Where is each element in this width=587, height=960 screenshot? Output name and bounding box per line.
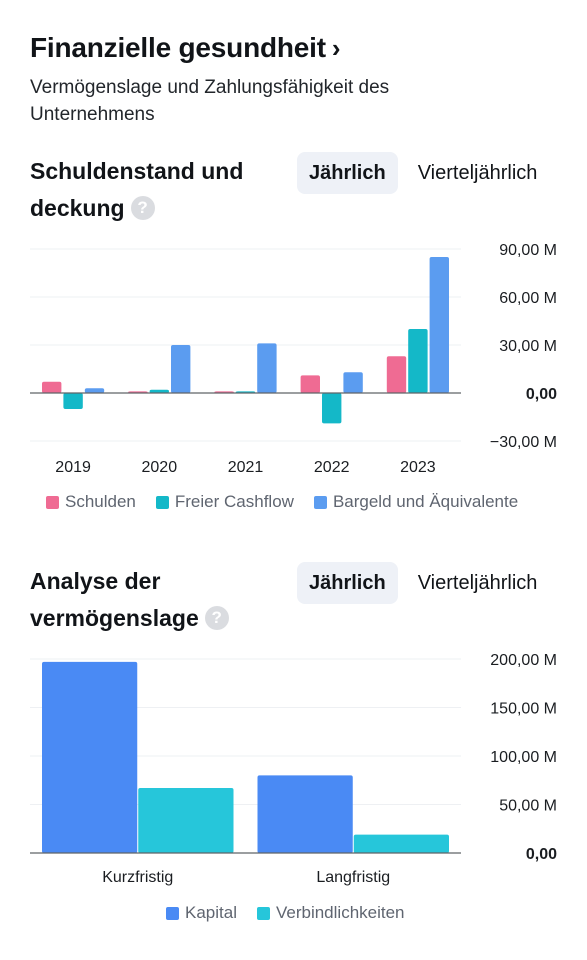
x-tick-label: 2021 [228,459,264,475]
page-title-text: Finanzielle gesundheit [30,32,326,63]
assets-section-title-text: Analyse der vermögenslage [30,568,199,631]
bar-bargeld-und-äquivalente-2019 [84,388,105,393]
y-tick-label: 60,00 M [499,290,557,307]
x-tick-label: Kurzfristig [102,869,173,886]
bar-verbindlichkeiten-kurzfristig [138,788,234,853]
bar-kapital-langfristig [257,775,353,853]
x-tick-label: Langfristig [316,869,390,886]
assets-period-toggle: Jährlich Vierteljährlich [297,562,549,604]
legend-item-kapital[interactable]: Kapital [166,903,237,923]
bar-bargeld-und-äquivalente-2022 [343,372,363,393]
y-tick-label: −30,00 M [490,434,557,451]
y-tick-label: 50,00 M [499,798,557,815]
bar-bargeld-und-äquivalente-2021 [257,343,277,393]
bar-freier-cashflow-2023 [408,329,428,393]
legend-item-freier-cashflow[interactable]: Freier Cashflow [155,492,294,512]
help-icon[interactable]: ? [130,195,155,220]
bar-freier-cashflow-2022 [322,393,342,424]
tab-annual[interactable]: Jährlich [297,152,398,194]
bar-schulden-2022 [300,375,320,393]
legend-item-verbindlichkeiten[interactable]: Verbindlichkeiten [256,903,405,923]
debt-period-toggle: Jährlich Vierteljährlich [297,152,549,194]
debt-chart: 90,00 M 60,00 M 30,00 M 0,00 −30,00 M 2019 202… [30,242,557,475]
y-tick-label: 90,00 M [499,242,557,259]
bar-schulden-2023 [386,356,407,393]
legend-swatch [166,906,179,920]
legend-swatch [155,495,169,509]
assets-chart-legend: Kapital Verbindlichkeiten [166,903,425,923]
debt-chart-legend: Schulden Freier Cashflow Bargeld und Äquiv… [46,492,538,512]
x-tick-label: 2020 [142,459,178,475]
page-title[interactable]: Finanzielle gesundheit › [30,32,341,64]
x-tick-label: 2023 [400,459,436,475]
y-tick-label: 0,00 [526,846,557,863]
bar-freier-cashflow-2020 [149,389,169,393]
legend-swatch [256,906,270,920]
x-tick-label: 2019 [55,459,91,475]
chevron-right-icon[interactable]: › [331,33,341,63]
assets-chart: 200,00 M 150,00 M 100,00 M 50,00 M 0,00 Kurzf… [30,652,557,886]
legend-label: Kapital [185,903,237,922]
legend-label: Verbindlichkeiten [275,903,405,922]
y-tick-label: 0,00 [526,386,557,403]
legend-item-bargeld-und-äquivalente[interactable]: Bargeld und Äquivalente [313,492,519,512]
y-tick-label: 150,00 M [490,701,557,718]
legend-label: Freier Cashflow [174,492,294,511]
bar-kapital-kurzfristig [42,661,138,853]
legend-item-schulden[interactable]: Schulden [46,492,136,512]
y-tick-label: 100,00 M [490,749,557,766]
legend-swatch [313,495,327,509]
page-subtitle: Vermögenslage und Zahlungsfähigkeit des … [30,77,390,125]
legend-swatch [46,495,59,509]
y-tick-label: 200,00 M [490,652,557,669]
tab-quarterly[interactable]: Vierteljährlich [417,572,538,594]
assets-section-title: Analyse der vermögenslage? [30,563,280,637]
x-tick-label: 2022 [314,459,350,475]
bar-bargeld-und-äquivalente-2020 [171,345,191,393]
tab-annual[interactable]: Jährlich [297,562,398,604]
help-icon[interactable]: ? [204,605,229,630]
debt-section-title: Schuldenstand und deckung? [30,153,280,227]
bar-verbindlichkeiten-langfristig [353,834,449,853]
legend-label: Bargeld und Äquivalente [332,492,519,511]
bar-schulden-2019 [42,381,62,393]
debt-section-title-text: Schuldenstand und deckung [30,158,244,221]
tab-quarterly[interactable]: Vierteljährlich [417,162,538,184]
bar-bargeld-und-äquivalente-2023 [429,257,449,393]
legend-label: Schulden [65,492,136,511]
y-tick-label: 30,00 M [499,338,557,355]
bar-freier-cashflow-2019 [63,393,83,409]
